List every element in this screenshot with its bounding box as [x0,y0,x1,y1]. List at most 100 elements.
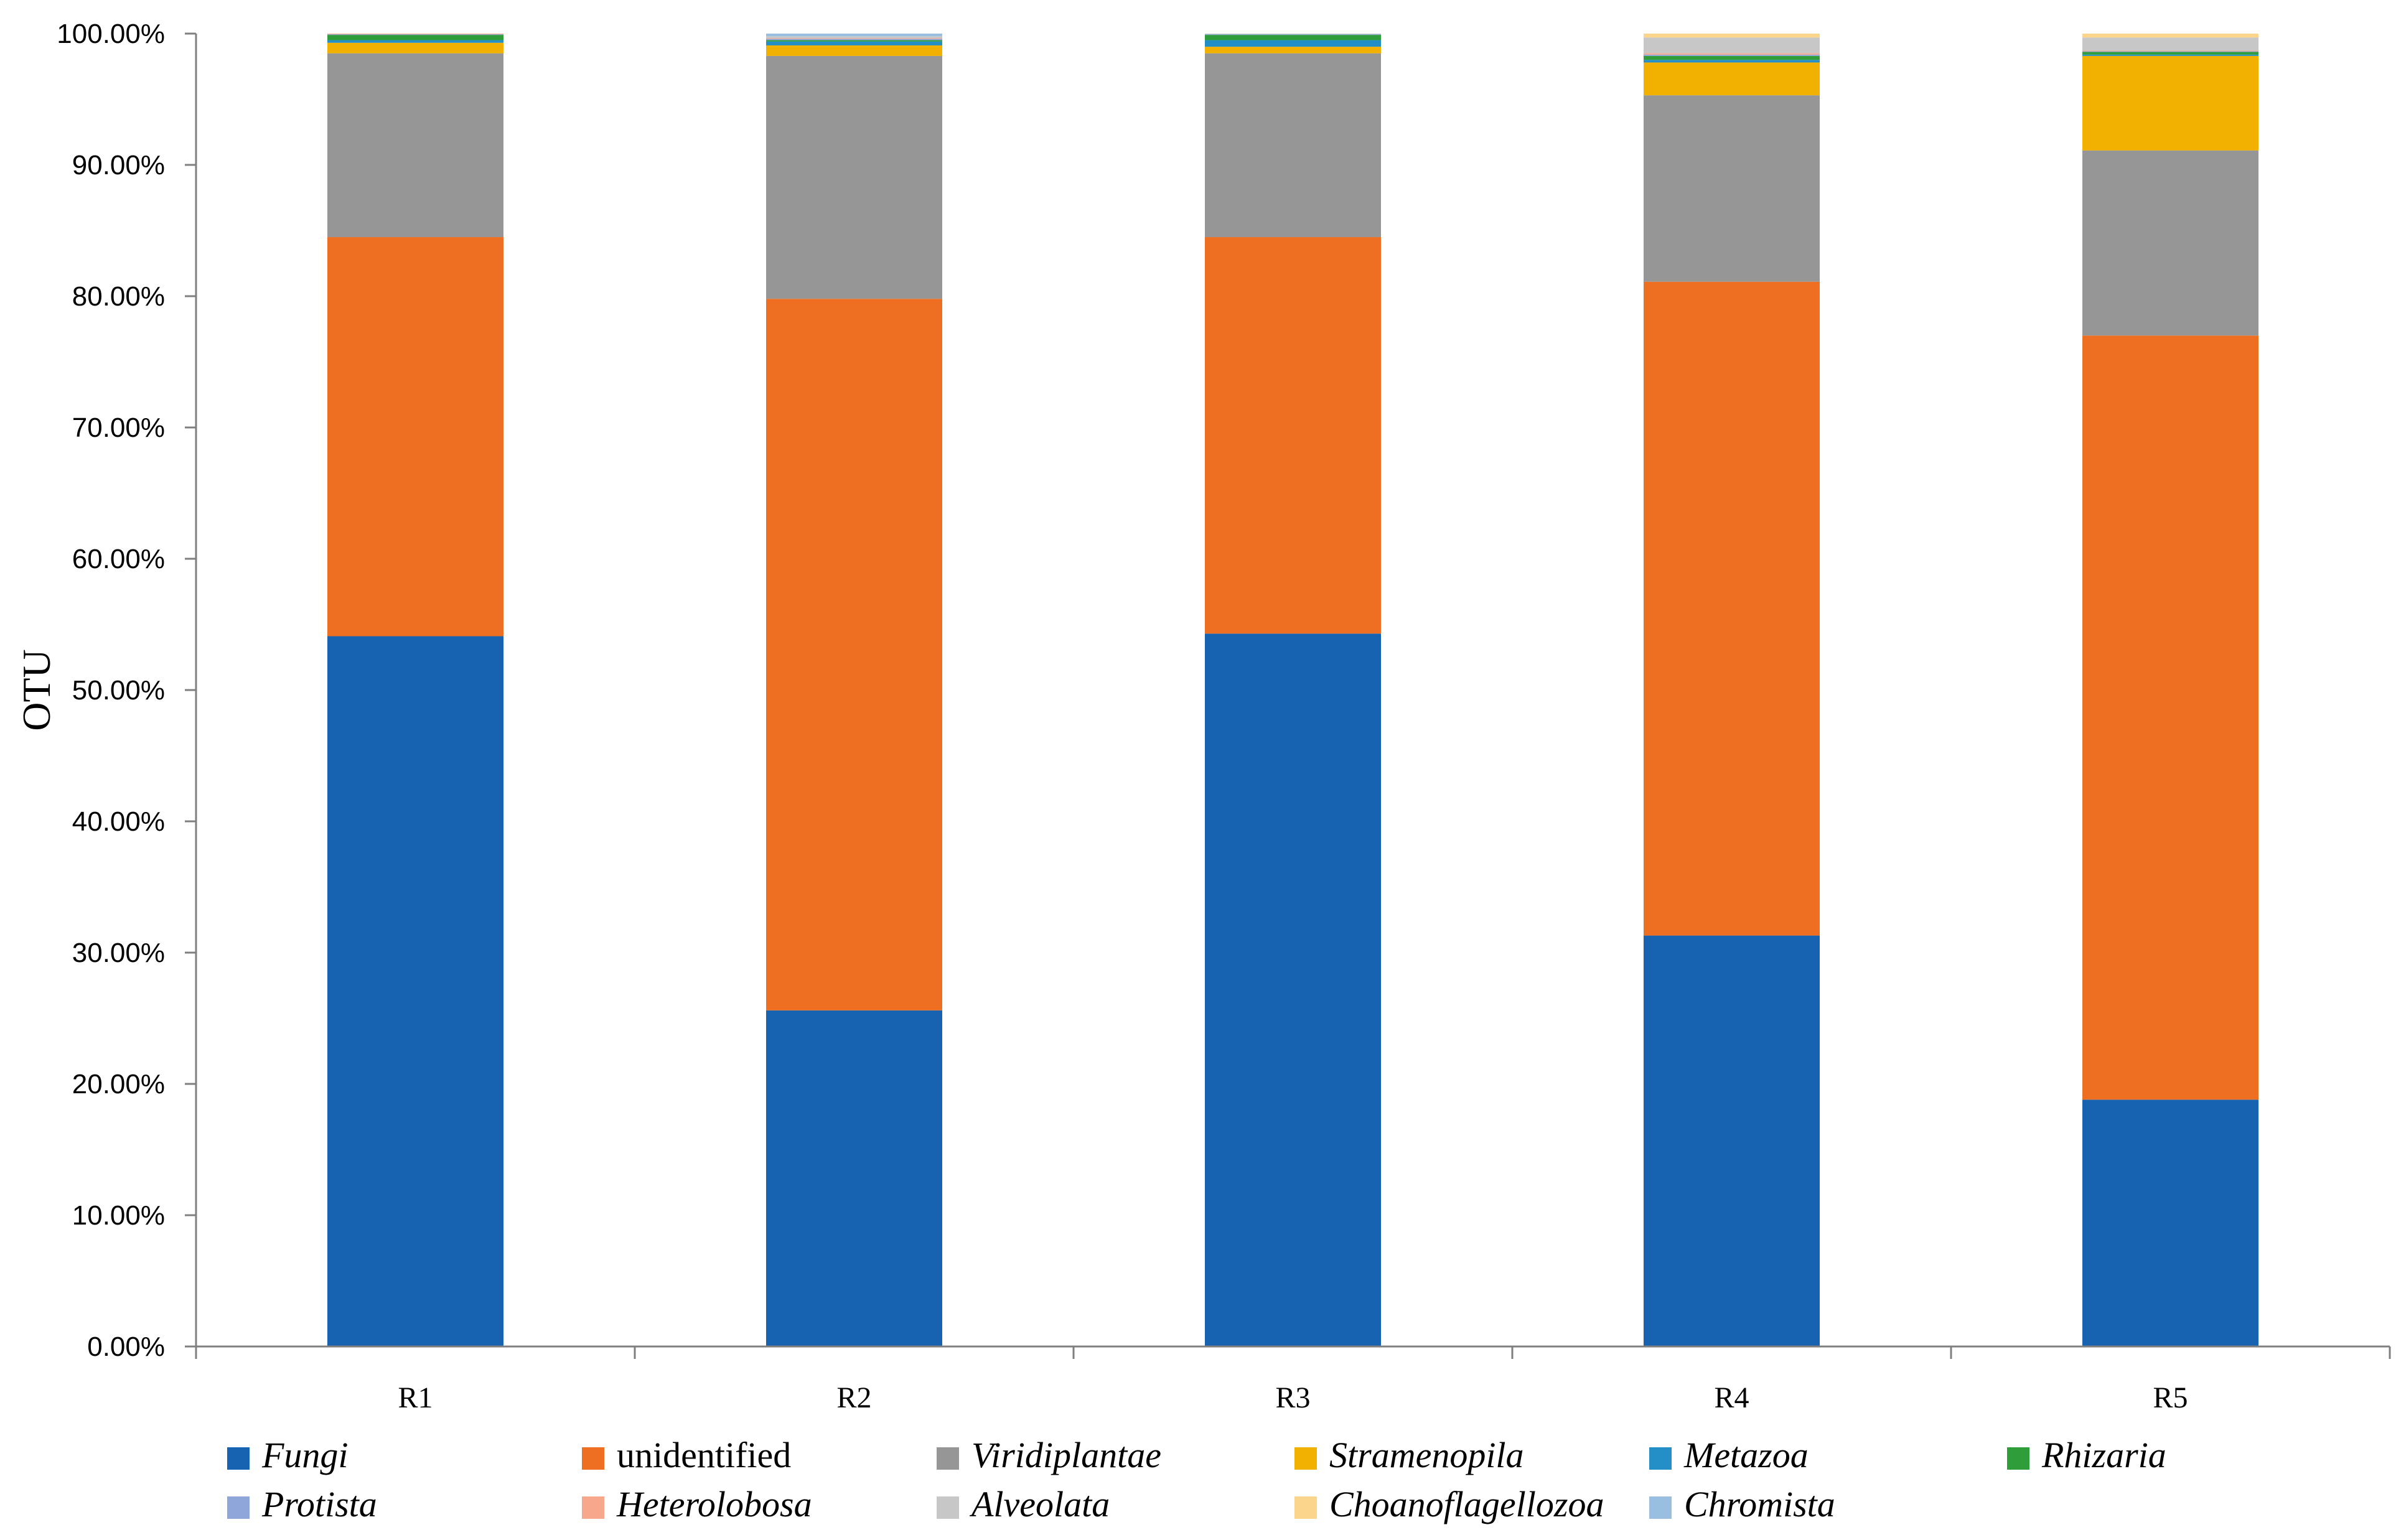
bar-segment-r2-alveolata [766,36,942,39]
bar-segment-r5-rhizaria [2082,52,2258,55]
bar-segment-r3-fungi [1205,633,1381,1346]
bar-segment-r4-protista [1644,54,1820,56]
bar-segment-r2-viridiplantae [766,55,942,299]
bar-segment-r1-viridiplantae [327,53,503,238]
legend-label: Alveolata [969,1484,1110,1524]
bar-segment-r1-fungi [327,636,503,1346]
legend: Fungi unidentified Viridiplantae Stramenopi… [227,1435,2166,1524]
legend-item-rhizaria: Rhizaria [2007,1435,2166,1475]
bar-segment-r5-fungi [2082,1099,2258,1346]
bar-segment-r3-metazoa [1205,40,1381,47]
legend-item-choanoflagellozoa: Choanoflagellozoa [1294,1484,1604,1524]
y-tick-label: 0.00% [87,1332,165,1362]
bar-segment-r5-metazoa [2082,54,2258,56]
legend-label: Fungi [261,1435,349,1475]
bar-segment-r1-unidentified [327,237,503,637]
axes-group [185,32,2391,1359]
bar-segment-r3-rhizaria [1205,35,1381,40]
bar-segment-r4-choanoflagellozoa [1644,34,1820,38]
bar-segment-r2-rhizaria [766,40,942,42]
x-tick-label: R4 [1714,1381,1749,1414]
bar-segment-r2-chromista [766,34,942,37]
bar-segment-r5-heterolobosa [2082,50,2258,52]
bars-group [327,34,2258,1346]
legend-swatch [582,1447,604,1470]
legend-label: unidentified [617,1435,791,1475]
x-tick-labels: R1 R2 R3 R4 R5 [398,1381,2188,1414]
x-tick-label: R2 [836,1381,871,1414]
legend-item-protista: Protista [227,1484,377,1524]
bar-segment-r4-alveolata [1644,37,1820,54]
y-tick-label: 30.00% [72,938,165,968]
bar-segment-r4-viridiplantae [1644,95,1820,282]
legend-item-heterolobosa: Heterolobosa [582,1484,812,1524]
bar-segment-r5-choanoflagellozoa [2082,34,2258,38]
y-tick-label: 50.00% [72,675,165,706]
y-tick-label: 70.00% [72,413,165,443]
bar-segment-r1-protista [327,34,503,35]
legend-item-metazoa: Metazoa [1649,1435,1809,1475]
legend-item-chromista: Chromista [1649,1484,1835,1524]
y-tick-label: 100.00% [57,19,165,49]
y-tick-label: 80.00% [72,281,165,312]
bar-segment-r1-metazoa [327,40,503,43]
bar-segment-r4-metazoa [1644,60,1820,63]
legend-label: Chromista [1684,1484,1835,1524]
bar-segment-r2-protista [766,39,942,40]
legend-item-alveolata: Alveolata [937,1484,1110,1524]
bar-segment-r5-unidentified [2082,335,2258,1100]
legend-swatch [2007,1447,2029,1470]
bar-segment-r3-unidentified [1205,237,1381,634]
legend-swatch [1294,1496,1317,1519]
y-axis-label: OTU [14,649,59,731]
legend-label: Protista [261,1484,377,1524]
bar-segment-r1-rhizaria [327,35,503,40]
legend-swatch [937,1496,959,1519]
x-tick-label: R5 [2153,1381,2188,1414]
legend-label: Choanoflagellozoa [1329,1484,1604,1524]
legend-swatch [1294,1447,1317,1470]
legend-swatch [582,1496,604,1519]
bar-segment-r3-stramenopila [1205,47,1381,54]
legend-swatch [227,1496,250,1519]
legend-label: Stramenopila [1329,1435,1524,1475]
x-tick-label: R1 [398,1381,433,1414]
legend-item-viridiplantae: Viridiplantae [937,1435,1161,1475]
bar-segment-r2-unidentified [766,299,942,1010]
legend-item-unidentified: unidentified [582,1435,791,1475]
bar-segment-r4-stramenopila [1644,62,1820,96]
y-tick-label: 20.00% [72,1069,165,1099]
bar-segment-r2-metazoa [766,41,942,45]
bar-segment-r4-rhizaria [1644,55,1820,60]
bar-segment-r5-alveolata [2082,37,2258,51]
bar-segment-r5-viridiplantae [2082,150,2258,336]
bar-segment-r4-unidentified [1644,281,1820,936]
legend-item-stramenopila: Stramenopila [1294,1435,1524,1475]
bar-segment-r3-protista [1205,34,1381,35]
legend-swatch [1649,1496,1672,1519]
y-tick-labels: 0.00% 10.00% 20.00% 30.00% 40.00% 50.00% 60.00… [57,19,165,1362]
x-tick-label: R3 [1275,1381,1310,1414]
bar-segment-r5-stramenopila [2082,55,2258,151]
y-tick-label: 40.00% [72,806,165,837]
y-tick-label: 10.00% [72,1200,165,1231]
bar-segment-r3-viridiplantae [1205,53,1381,238]
legend-label: Metazoa [1683,1435,1809,1475]
bar-segment-r2-fungi [766,1010,942,1346]
bar-segment-r1-stramenopila [327,42,503,54]
legend-swatch [1649,1447,1672,1470]
bar-segment-r2-heterolobosa [766,38,942,39]
legend-label: Rhizaria [2041,1435,2166,1475]
y-tick-label: 90.00% [72,150,165,180]
bar-segment-r4-heterolobosa [1644,53,1820,55]
legend-label: Heterolobosa [616,1484,812,1524]
bar-segment-r2-stramenopila [766,45,942,56]
bar-segment-r4-fungi [1644,935,1820,1346]
legend-swatch [227,1447,250,1470]
legend-item-fungi: Fungi [227,1435,349,1475]
y-tick-label: 60.00% [72,544,165,574]
legend-label: Viridiplantae [971,1435,1161,1475]
bar-segment-r5-protista [2082,51,2258,52]
legend-swatch [937,1447,959,1470]
